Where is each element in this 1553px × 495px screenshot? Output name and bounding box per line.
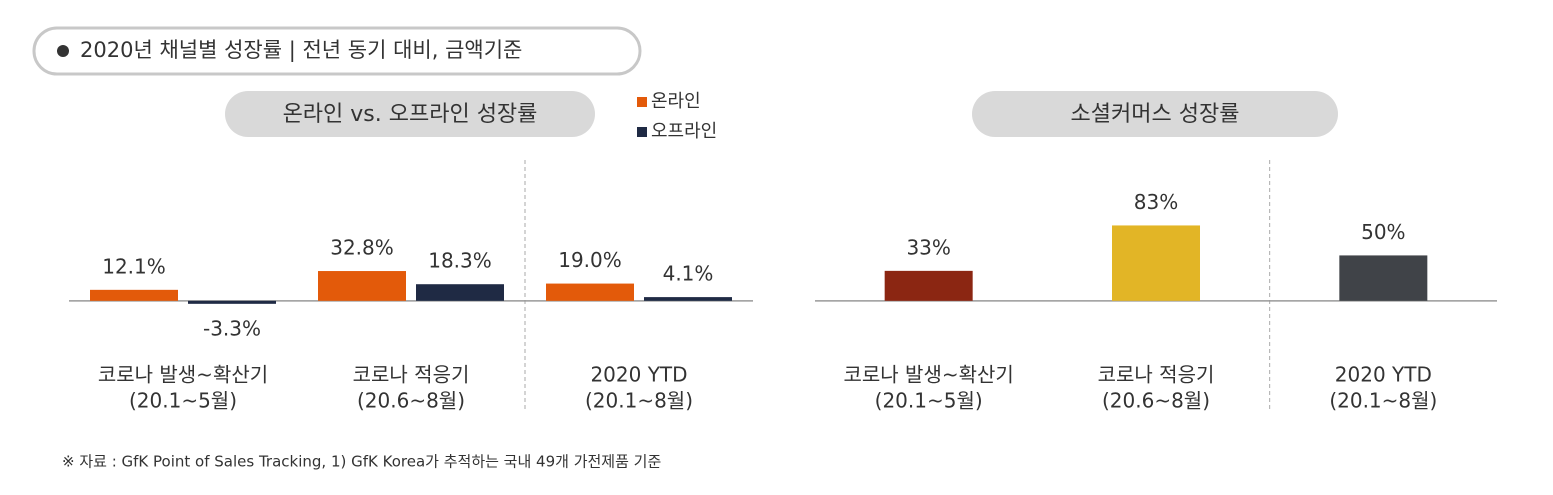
bar [644, 297, 732, 301]
x-tick-period: (20.1~8월) [1329, 389, 1437, 413]
legend-label: 온라인 [651, 91, 701, 112]
bar [1339, 255, 1428, 301]
page-title: 2020년 채널별 성장률 | 전년 동기 대비, 금액기준 [80, 38, 522, 63]
bar [546, 283, 634, 301]
value-label: 50% [1361, 220, 1405, 244]
legend-swatch [637, 97, 647, 107]
x-tick-period: (20.6~8월) [357, 389, 465, 413]
bar [1112, 225, 1200, 301]
value-label: 83% [1134, 190, 1178, 214]
bar [188, 300, 276, 304]
value-label: -3.3% [203, 316, 261, 340]
x-tick-label: 코로나 발생~확산기 [844, 363, 1014, 387]
x-tick-label: 코로나 발생~확산기 [98, 363, 268, 387]
footnote: ※ 자료 : GfK Point of Sales Tracking, 1) G… [62, 453, 661, 471]
x-tick-label: 2020 YTD [590, 363, 687, 387]
title-bullet [57, 45, 69, 57]
x-tick-label: 2020 YTD [1335, 363, 1432, 387]
x-tick-label: 코로나 적응기 [353, 363, 470, 387]
chart-title: 온라인 vs. 오프라인 성장률 [283, 102, 538, 127]
chart-title-pill [225, 91, 595, 137]
chart-title-pill [972, 91, 1338, 137]
value-label: 12.1% [102, 254, 166, 278]
x-tick-period: (20.1~8월) [585, 389, 693, 413]
x-tick-period: (20.1~5월) [875, 389, 983, 413]
value-label: 18.3% [428, 249, 492, 273]
legend-swatch [637, 127, 647, 137]
value-label: 4.1% [663, 262, 714, 286]
value-label: 32.8% [330, 236, 394, 260]
value-label: 33% [906, 235, 950, 259]
bar [416, 284, 504, 301]
bar [90, 289, 178, 301]
chart-title: 소셜커머스 성장률 [1071, 102, 1240, 127]
x-tick-period: (20.6~8월) [1102, 389, 1210, 413]
bar [884, 270, 973, 301]
title-pill [32, 26, 642, 76]
x-tick-period: (20.1~5월) [129, 389, 237, 413]
x-tick-label: 코로나 적응기 [1098, 363, 1215, 387]
bar [318, 271, 406, 301]
value-label: 19.0% [558, 248, 622, 272]
legend-label: 오프라인 [651, 121, 717, 142]
